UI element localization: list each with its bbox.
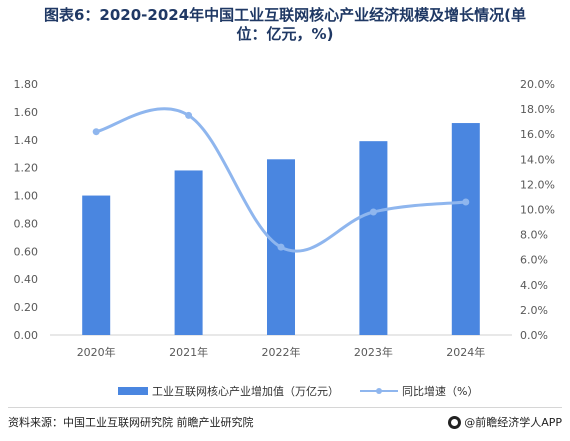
growth-point (277, 243, 285, 251)
y-left-tick-label: 0.80 (14, 217, 39, 230)
brand-label: @前瞻经济学人APP (464, 416, 562, 429)
legend-line-label: 同比增速（%） (402, 385, 479, 398)
y-left-tick-label: 1.80 (14, 78, 39, 91)
footer-divider (8, 407, 562, 408)
chart-title: 图表6：2020-2024年中国工业互联网核心产业经济规模及增长情况(单 位：亿… (0, 6, 570, 44)
bar (359, 141, 388, 335)
source-note: 资料来源：中国工业互联网研究院 前瞻产业研究院 (8, 416, 254, 429)
y-right-tick-label: 18.0% (520, 103, 555, 116)
chart-canvas: 0.00 0.20 0.40 0.60 0.80 1.00 1.20 1.40 1.60 1.80… (14, 78, 555, 359)
legend-line-swatch (360, 386, 398, 396)
y-right-tick-label: 4.0% (520, 279, 548, 292)
y-right-tick-label: 10.0% (520, 204, 555, 217)
y-left-tick-label: 1.60 (14, 106, 39, 119)
x-tick-label: 2021年 (169, 345, 208, 359)
chart-title-line2: 位：亿元，%) (236, 25, 334, 43)
chart-title-line1: 图表6：2020-2024年中国工业互联网核心产业经济规模及增长情况(单 (43, 6, 527, 24)
y-left-tick-label: 0.00 (14, 329, 39, 342)
legend-line-item: 同比增速（%） (360, 383, 478, 399)
growth-line (95, 107, 466, 253)
x-tick-label: 2022年 (262, 345, 301, 359)
growth-point (92, 128, 100, 136)
y-right-tick-label: 16.0% (520, 128, 555, 141)
bar (82, 195, 111, 335)
y-right-tick-label: 2.0% (520, 304, 548, 317)
y-left-tick-label: 0.60 (14, 245, 39, 258)
y-left-tick-label: 1.00 (14, 190, 39, 203)
x-tick-label: 2023年 (354, 345, 393, 359)
y-left-tick-label: 0.20 (14, 301, 39, 314)
growth-point (462, 198, 470, 206)
y-right-tick-label: 6.0% (520, 254, 548, 267)
y-left-tick-label: 1.20 (14, 162, 39, 175)
brand-logo-icon (448, 415, 462, 429)
y-right-tick-label: 12.0% (520, 178, 555, 191)
growth-point (185, 111, 193, 119)
y-left-tick-label: 0.40 (14, 273, 39, 286)
growth-point (369, 208, 377, 216)
legend-bar-swatch (118, 387, 148, 395)
legend-bar-item: 工业互联网核心产业增加值（万亿元） (118, 383, 339, 399)
x-tick-label: 2020年 (77, 345, 116, 359)
y-right-tick-label: 8.0% (520, 229, 548, 242)
y-right-tick-label: 14.0% (520, 153, 555, 166)
legend-bar-label: 工业互联网核心产业增加值（万亿元） (152, 385, 339, 398)
x-tick-label: 2024年 (446, 345, 485, 359)
bar (451, 123, 480, 336)
y-right-tick-label: 20.0% (520, 78, 555, 91)
y-right-tick-label: 0.0% (520, 329, 548, 342)
brand-credit: @前瞻经济学人APP (448, 414, 562, 430)
bar (174, 170, 203, 335)
y-left-tick-label: 1.40 (14, 134, 39, 147)
